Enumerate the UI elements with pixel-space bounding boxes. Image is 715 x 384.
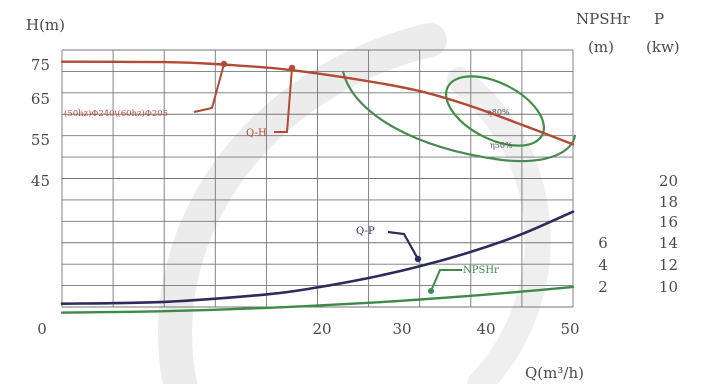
power-axis-ticks: 20 18 16 14 12 10 xyxy=(659,172,678,296)
x-tick-label: 20 xyxy=(312,320,331,338)
qp-curve-label: Q-P xyxy=(356,226,375,237)
efficiency-label-50: η50% xyxy=(490,141,513,150)
performance-curves xyxy=(60,60,575,314)
h-axis-ticks: 75 65 55 45 xyxy=(31,56,50,190)
qh-callout-leader xyxy=(274,67,293,133)
npshr-axis-unit: (m) xyxy=(588,38,614,56)
efficiency-contours: η80% η50% xyxy=(341,70,577,163)
power-axis-unit: (kw) xyxy=(646,38,680,56)
x-tick-label: 40 xyxy=(476,320,495,338)
x-tick-label: 0 xyxy=(37,320,47,338)
qh-curve-label: Q-H xyxy=(246,128,267,139)
y-axis-title: H(m) xyxy=(26,16,65,34)
h-tick-label: 75 xyxy=(31,56,50,74)
efficiency-label-80: η80% xyxy=(487,108,510,117)
power-tick-label: 18 xyxy=(659,193,678,211)
npshr-curve xyxy=(60,285,575,314)
npshr-tick-label: 6 xyxy=(598,234,608,252)
npshr-axis-title: NPSHr xyxy=(576,10,631,28)
impeller-diameter-label: (50hz)Φ240\(60hz)Φ205 xyxy=(64,108,168,119)
npshr-callout-dot xyxy=(428,288,434,294)
power-axis-title: P xyxy=(654,10,664,28)
npshr-tick-label: 2 xyxy=(598,278,608,296)
power-tick-label: 20 xyxy=(659,172,678,190)
npshr-axis-ticks: 6 4 2 xyxy=(598,234,608,296)
efficiency-contour-50 xyxy=(341,70,577,163)
power-tick-label: 14 xyxy=(659,234,678,252)
callouts: (50hz)Φ240\(60hz)Φ205 Q-H Q-P NPSHr xyxy=(64,60,499,294)
impeller-callout-dot xyxy=(220,60,228,68)
h-tick-label: 65 xyxy=(31,90,50,108)
power-tick-label: 10 xyxy=(659,278,678,296)
impeller-callout-leader xyxy=(193,63,225,113)
qh-callout-dot xyxy=(288,64,296,72)
h-tick-label: 45 xyxy=(31,172,50,190)
power-tick-label: 16 xyxy=(659,213,678,231)
qh-curve xyxy=(60,60,575,146)
x-axis-ticks: 0 20 30 40 50 xyxy=(37,320,579,338)
qp-callout-leader xyxy=(387,230,419,260)
x-tick-label: 50 xyxy=(560,320,579,338)
npshr-callout-leader xyxy=(430,269,462,292)
npshr-curve-label: NPSHr xyxy=(463,265,499,276)
h-tick-label: 55 xyxy=(31,131,50,149)
qp-callout-dot xyxy=(414,255,422,263)
x-tick-label: 30 xyxy=(392,320,411,338)
x-axis-title: Q(m³/h) xyxy=(525,364,584,382)
npshr-tick-label: 4 xyxy=(598,256,608,274)
power-tick-label: 12 xyxy=(659,256,678,274)
efficiency-contour-80 xyxy=(444,75,546,147)
qp-curve xyxy=(60,210,575,305)
